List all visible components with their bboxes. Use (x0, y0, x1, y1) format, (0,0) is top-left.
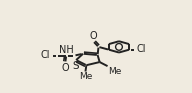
Text: Cl: Cl (136, 44, 146, 54)
Text: Me: Me (79, 72, 92, 81)
Text: Cl: Cl (41, 50, 50, 60)
Text: O: O (61, 63, 69, 73)
Text: NH: NH (59, 45, 74, 55)
Text: O: O (90, 31, 97, 41)
Text: S: S (72, 61, 79, 71)
Text: Me: Me (108, 67, 121, 76)
